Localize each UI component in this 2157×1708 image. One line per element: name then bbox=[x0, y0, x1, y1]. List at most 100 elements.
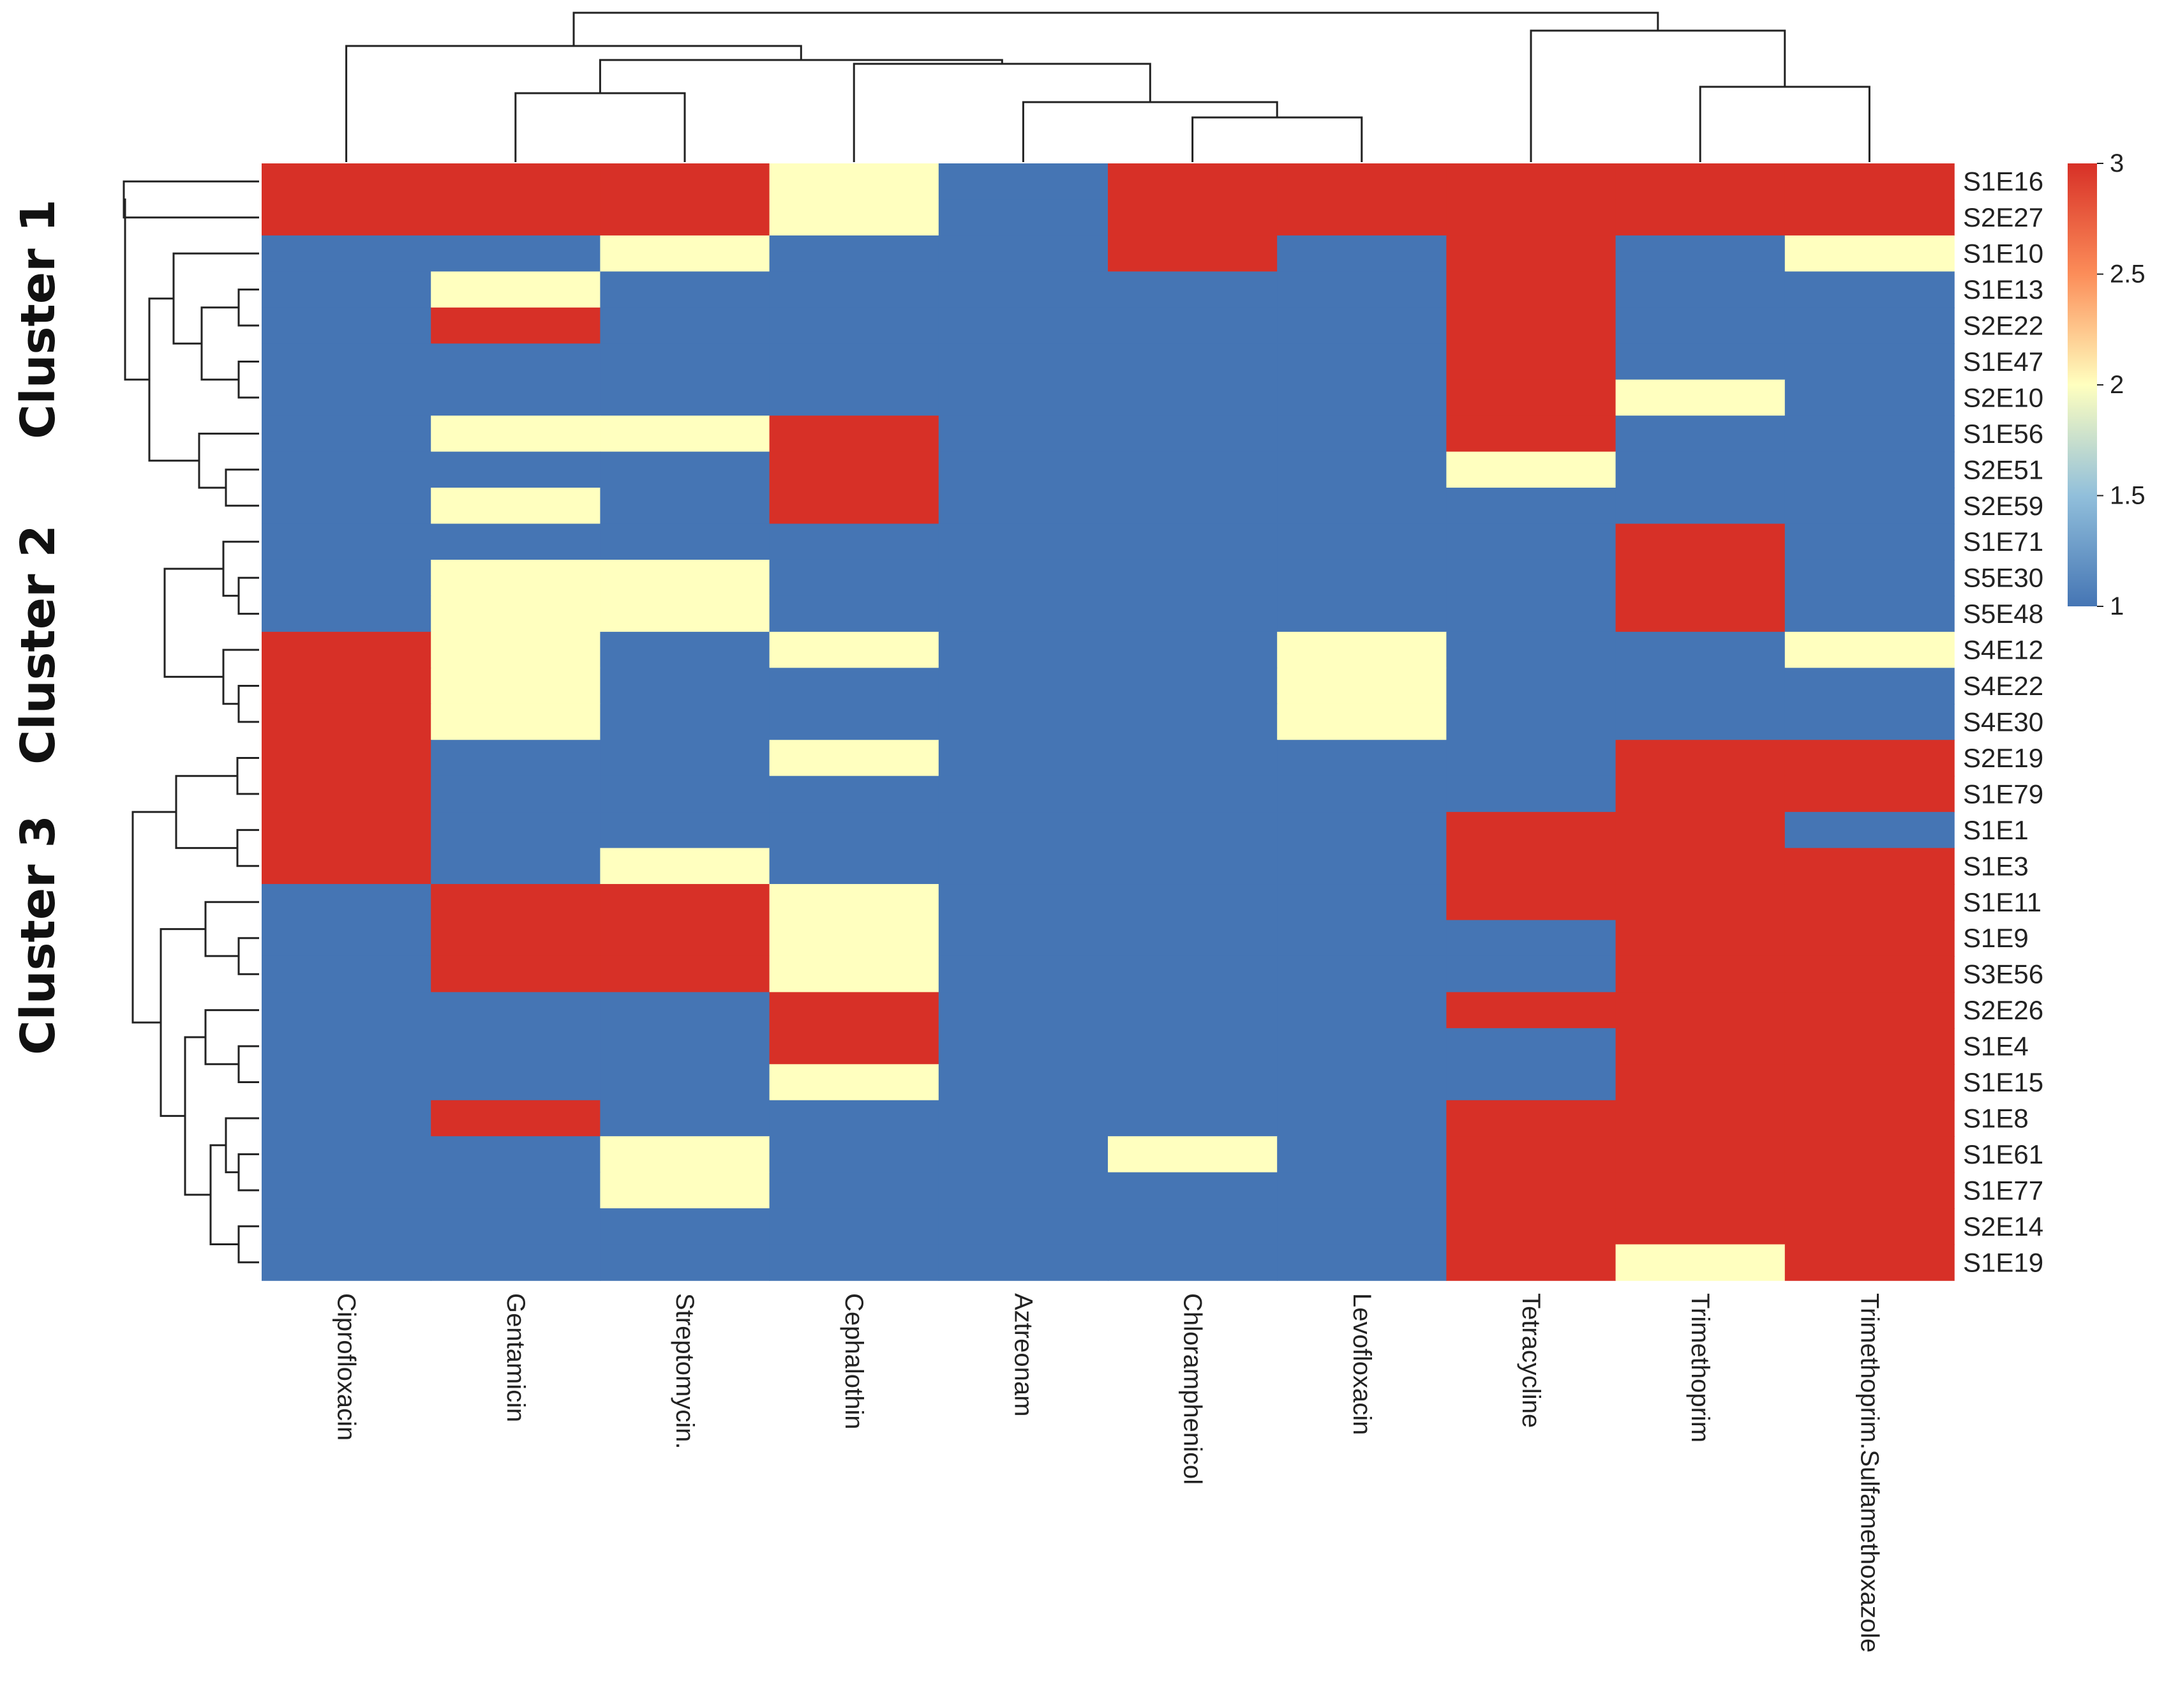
heatmap-cell-s1e11-trimethoprim-sulfamethoxazole bbox=[1784, 884, 1955, 921]
heatmap-cell-s1e9-gentamicin bbox=[431, 920, 601, 957]
row-dendrogram-link-25 bbox=[209, 1144, 239, 1245]
heatmap-cell-s4e30-chloramphenicol bbox=[1108, 703, 1278, 741]
heatmap-cell-s2e22-gentamicin bbox=[431, 307, 601, 345]
heatmap-cell-s1e3-gentamicin bbox=[431, 848, 601, 885]
heatmap-cell-s1e4-trimethoprim-sulfamethoxazole bbox=[1784, 1028, 1955, 1065]
heatmap-cell-s2e59-cephalothin bbox=[769, 488, 939, 525]
heatmap-cell-s2e59-aztreonam bbox=[938, 488, 1108, 525]
cluster-labels: Cluster 1 Cluster 2 Cluster 3 bbox=[11, 199, 66, 1055]
row-label-s5e30: S5E30 bbox=[1963, 563, 2043, 593]
heatmap-cell-s1e61-trimethoprim-sulfamethoxazole bbox=[1784, 1136, 1955, 1173]
heatmap-cell-s2e26-levofloxacin bbox=[1277, 992, 1447, 1029]
heatmap-cell-s2e27-levofloxacin bbox=[1277, 199, 1447, 236]
row-label-s1e77: S1E77 bbox=[1963, 1175, 2043, 1205]
heatmap-cell-s1e10-tetracycline bbox=[1446, 235, 1616, 273]
row-label-s1e3: S1E3 bbox=[1963, 851, 2029, 881]
heatmap-cell-s1e61-tetracycline bbox=[1446, 1136, 1616, 1173]
heatmap-cell-s2e51-ciprofloxacin bbox=[262, 451, 431, 488]
heatmap-cell-s4e12-ciprofloxacin bbox=[262, 631, 431, 669]
heatmap-cell-s4e22-tetracycline bbox=[1446, 668, 1616, 705]
heatmap-cell-s3e56-ciprofloxacin bbox=[262, 955, 431, 993]
row-label-s1e8: S1E8 bbox=[1963, 1103, 2029, 1133]
heatmap-cell-s1e71-tetracycline bbox=[1446, 523, 1616, 560]
row-label-s1e11: S1E11 bbox=[1963, 887, 2041, 917]
heatmap-cell-s3e56-cephalothin bbox=[769, 955, 939, 993]
heatmap-cell-s1e61-cephalothin bbox=[769, 1136, 939, 1173]
row-dendrogram-link-6 bbox=[198, 432, 259, 489]
heatmap-cell-s2e19-streptomycin bbox=[600, 740, 770, 777]
row-label-s1e9: S1E9 bbox=[1963, 923, 2029, 953]
heatmap-cell-s2e14-chloramphenicol bbox=[1108, 1208, 1278, 1245]
row-dendrogram-link-27 bbox=[160, 928, 205, 1117]
heatmap-cell-s2e59-trimethoprim bbox=[1615, 488, 1786, 525]
heatmap-cell-s2e14-streptomycin bbox=[600, 1208, 770, 1245]
row-label-s2e14: S2E14 bbox=[1963, 1211, 2043, 1241]
row-label-s2e22: S2E22 bbox=[1963, 311, 2043, 341]
heatmap-cell-s2e27-aztreonam bbox=[938, 199, 1108, 236]
row-dendrogram-link-17 bbox=[175, 775, 237, 850]
heatmap-cell-s1e15-aztreonam bbox=[938, 1064, 1108, 1101]
row-label-s5e48: S5E48 bbox=[1963, 599, 2043, 629]
heatmap-cell-s1e56-gentamicin bbox=[431, 416, 601, 453]
heatmap-cell-s1e79-ciprofloxacin bbox=[262, 775, 431, 813]
heatmap-cell-s1e4-streptomycin bbox=[600, 1028, 770, 1065]
column-label-aztreonam: Aztreonam bbox=[1009, 1293, 1037, 1416]
heatmap-cell-s1e13-trimethoprim bbox=[1615, 271, 1786, 308]
heatmap-cell-s5e30-ciprofloxacin bbox=[262, 559, 431, 597]
heatmap-cell-s1e4-tetracycline bbox=[1446, 1028, 1616, 1065]
heatmap-cell-s1e15-tetracycline bbox=[1446, 1064, 1616, 1101]
heatmap-cell-s3e56-chloramphenicol bbox=[1108, 955, 1278, 993]
row-dendrogram-link-8 bbox=[123, 180, 259, 219]
heatmap-cell-s5e48-trimethoprim-sulfamethoxazole bbox=[1784, 596, 1955, 633]
heatmap-cell-s2e10-aztreonam bbox=[938, 379, 1108, 416]
heatmap-cell-s2e22-aztreonam bbox=[938, 307, 1108, 345]
heatmap-cell-s1e3-cephalothin bbox=[769, 848, 939, 885]
heatmap-cell-s1e56-chloramphenicol bbox=[1108, 416, 1278, 453]
heatmap-cell-s1e47-trimethoprim bbox=[1615, 343, 1786, 380]
heatmap-cell-s1e8-aztreonam bbox=[938, 1100, 1108, 1137]
heatmap-cell-s5e30-trimethoprim bbox=[1615, 559, 1786, 597]
heatmap-cell-s1e15-streptomycin bbox=[600, 1064, 770, 1101]
heatmap-cell-s1e8-trimethoprim bbox=[1615, 1100, 1786, 1137]
row-dendrogram bbox=[123, 180, 259, 1264]
heatmap-cell-s4e12-trimethoprim bbox=[1615, 631, 1786, 669]
heatmap-cell-s2e26-chloramphenicol bbox=[1108, 992, 1278, 1029]
heatmap-cell-s1e9-chloramphenicol bbox=[1108, 920, 1278, 957]
heatmap-cell-s2e19-levofloxacin bbox=[1277, 740, 1447, 777]
heatmap-cell-s4e30-aztreonam bbox=[938, 703, 1108, 741]
heatmap-cell-s1e3-trimethoprim bbox=[1615, 848, 1786, 885]
heatmap-cell-s2e19-cephalothin bbox=[769, 740, 939, 777]
heatmap-cell-s2e27-trimethoprim bbox=[1615, 199, 1786, 236]
heatmap-cell-s1e1-chloramphenicol bbox=[1108, 812, 1278, 849]
heatmap-cell-s4e12-trimethoprim-sulfamethoxazole bbox=[1784, 631, 1955, 669]
heatmap-cell-s2e10-trimethoprim bbox=[1615, 379, 1786, 416]
row-labels: S1E16 S2E27 S1E10 S1E13 S2E22 S1E47 S2E10 S1E56… bbox=[1963, 167, 2043, 1278]
column-dendrogram-link-8 bbox=[1530, 29, 1786, 162]
heatmap-cell-s1e56-cephalothin bbox=[769, 416, 939, 453]
row-dendrogram-link-24 bbox=[237, 1225, 259, 1264]
heatmap-cell-s1e1-cephalothin bbox=[769, 812, 939, 849]
row-label-s2e10: S2E10 bbox=[1963, 382, 2043, 412]
heatmap-cell-s2e19-tetracycline bbox=[1446, 740, 1616, 777]
column-label-tetracycline: Tetracycline bbox=[1517, 1293, 1545, 1428]
row-dendrogram-link-2 bbox=[237, 361, 259, 399]
heatmap-cell-s1e13-chloramphenicol bbox=[1108, 271, 1278, 308]
heatmap-cell-s1e19-aztreonam bbox=[938, 1244, 1108, 1281]
heatmap-cell-s1e4-trimethoprim bbox=[1615, 1028, 1786, 1065]
heatmap-cell-s1e79-aztreonam bbox=[938, 775, 1108, 813]
column-labels: Ciprofloxacin Gentamicin Streptomycin. Ceph… bbox=[332, 1293, 1884, 1652]
heatmap-cell-s1e77-gentamicin bbox=[431, 1172, 601, 1209]
row-dendrogram-link-23 bbox=[225, 1117, 259, 1174]
heatmap-cell-s1e19-cephalothin bbox=[769, 1244, 939, 1281]
row-label-s3e56: S3E56 bbox=[1963, 959, 2043, 989]
heatmap-cell-s1e3-aztreonam bbox=[938, 848, 1108, 885]
heatmap-cell-s1e15-gentamicin bbox=[431, 1064, 601, 1101]
heatmap-cell-s2e27-cephalothin bbox=[769, 199, 939, 236]
row-dendrogram-link-21 bbox=[204, 1009, 259, 1065]
heatmap-cell-s4e22-levofloxacin bbox=[1277, 668, 1447, 705]
heatmap-cell-s2e10-levofloxacin bbox=[1277, 379, 1447, 416]
heatmap-cell-s1e1-streptomycin bbox=[600, 812, 770, 849]
heatmap-cell-s1e10-aztreonam bbox=[938, 235, 1108, 273]
legend-tick-label-5: 1 bbox=[2110, 592, 2124, 620]
heatmap-cell-s2e27-tetracycline bbox=[1446, 199, 1616, 236]
